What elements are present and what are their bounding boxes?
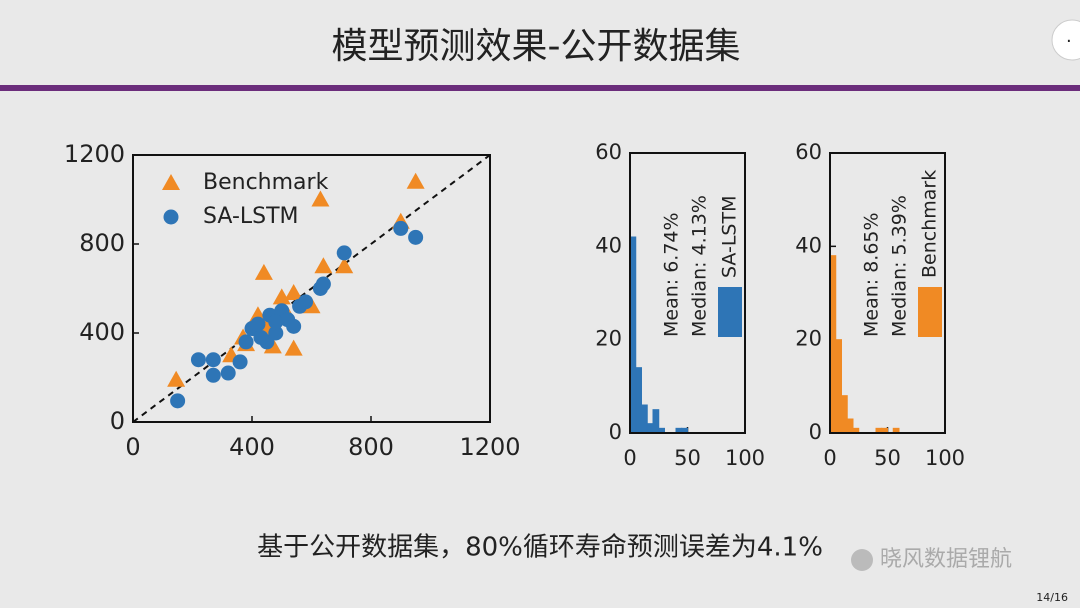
hist-bar xyxy=(646,423,654,434)
annotation: Mean: 8.65% xyxy=(861,212,883,337)
triangle-point xyxy=(272,288,291,305)
y-tick-label: 0 xyxy=(809,420,822,444)
triangle-point xyxy=(314,257,333,274)
triangle-point xyxy=(406,172,425,189)
hist-bar xyxy=(846,418,854,434)
hist-bar xyxy=(635,367,642,434)
plot-frame xyxy=(629,152,746,434)
x-tick-label: 400 xyxy=(229,433,275,461)
hist-bar xyxy=(835,339,842,434)
x-tick-label: 50 xyxy=(874,446,901,470)
hist-bar xyxy=(652,409,660,434)
legend-label: Benchmark xyxy=(919,170,941,278)
circle-point xyxy=(298,294,314,310)
circle-point xyxy=(170,393,186,409)
hist-bar xyxy=(641,404,648,434)
circle-point xyxy=(408,229,424,245)
annotation: Median: 4.13% xyxy=(689,195,711,337)
y-tick-label: 0 xyxy=(110,407,125,435)
y-tick-label: 1200 xyxy=(64,140,125,168)
page-number: 14/16 xyxy=(1036,591,1068,604)
x-tick-label: 100 xyxy=(725,446,765,470)
annotation: Median: 5.39% xyxy=(889,195,911,337)
x-tick-label: 1200 xyxy=(459,433,520,461)
circle-point xyxy=(286,318,302,334)
plot-frame xyxy=(132,154,491,423)
circle-point xyxy=(250,316,266,332)
legend-swatch xyxy=(718,287,742,337)
circle-point xyxy=(268,325,284,341)
circle-point xyxy=(253,329,269,345)
circle-point xyxy=(220,365,236,381)
y-tick-label: 20 xyxy=(595,327,622,351)
circle-point xyxy=(393,220,409,236)
menu-dots: · xyxy=(1066,31,1072,52)
legend-marker xyxy=(162,174,180,190)
y-tick-label: 60 xyxy=(595,140,622,164)
annotation: Mean: 6.74% xyxy=(661,212,683,337)
x-tick-label: 0 xyxy=(623,446,636,470)
triangle-point xyxy=(167,370,186,387)
title-rule xyxy=(0,85,1080,91)
triangle-point xyxy=(254,263,273,280)
legend-label: SA-LSTM xyxy=(719,196,741,279)
triangle-point xyxy=(284,339,303,356)
x-tick-label: 100 xyxy=(925,446,965,470)
plot-frame xyxy=(829,152,946,434)
circle-point xyxy=(190,352,206,368)
triangle-point xyxy=(335,257,354,274)
watermark: 晓风数据锂航 xyxy=(880,547,1012,572)
triangle-point xyxy=(311,190,330,207)
circle-point xyxy=(238,334,254,350)
y-tick-label: 20 xyxy=(795,327,822,351)
y-tick-label: 40 xyxy=(595,233,622,257)
triangle-point xyxy=(284,283,303,300)
x-tick-label: 0 xyxy=(125,433,140,461)
caption: 基于公开数据集，80%循环寿命预测误差为4.1% xyxy=(257,533,823,563)
x-tick-label: 0 xyxy=(823,446,836,470)
circle-point xyxy=(205,367,221,383)
slide-title: 模型预测效果-公开数据集 xyxy=(332,26,741,67)
wechat-icon xyxy=(851,549,873,571)
menu-button[interactable] xyxy=(1051,19,1080,61)
x-tick-label: 800 xyxy=(348,433,394,461)
circle-point xyxy=(336,245,352,261)
y-tick-label: 800 xyxy=(79,229,125,257)
circle-point xyxy=(205,352,221,368)
legend-marker xyxy=(163,209,179,225)
y-tick-label: 0 xyxy=(609,420,622,444)
x-tick-label: 50 xyxy=(674,446,701,470)
y-tick-label: 40 xyxy=(795,233,822,257)
y-tick-label: 400 xyxy=(79,318,125,346)
y-tick-label: 60 xyxy=(795,140,822,164)
reference-line xyxy=(132,154,491,423)
circle-point xyxy=(268,314,284,330)
legend-label: SA-LSTM xyxy=(203,204,299,229)
hist-bar xyxy=(841,395,848,434)
circle-point xyxy=(232,354,248,370)
circle-point xyxy=(315,276,331,292)
legend-label: Benchmark xyxy=(203,170,329,195)
legend-swatch xyxy=(918,287,942,337)
